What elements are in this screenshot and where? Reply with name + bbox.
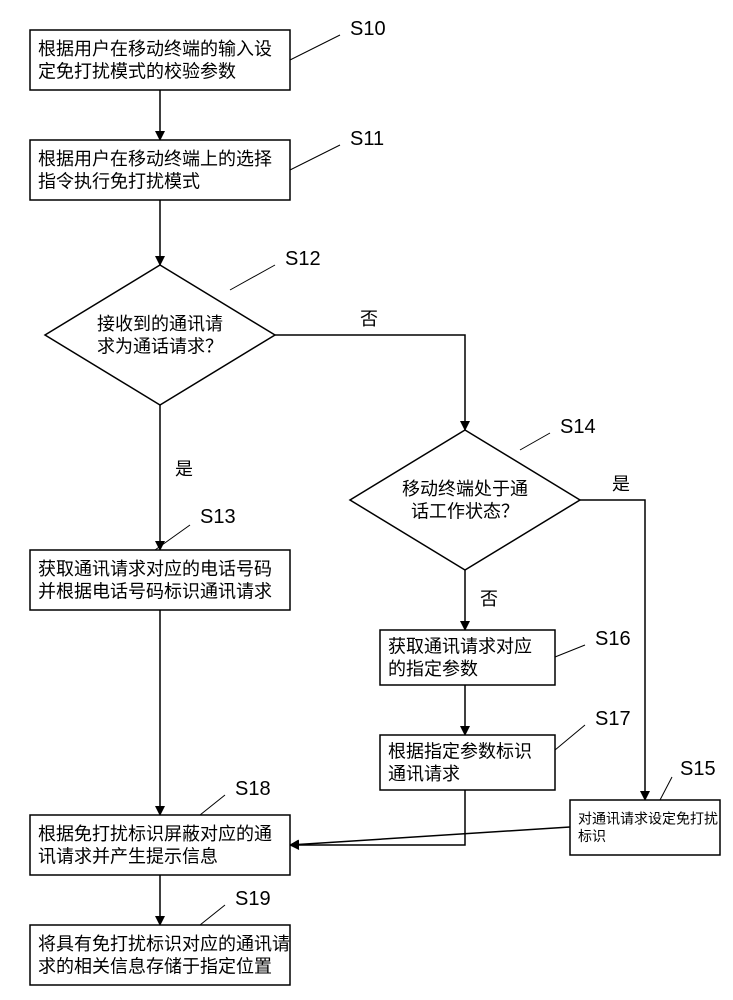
flow-edge (580, 500, 645, 800)
step-label: S15 (680, 758, 716, 780)
flow-edge (290, 827, 570, 845)
edge-label: 否 (480, 589, 498, 609)
node-text: 定免打扰模式的校验参数 (38, 62, 236, 82)
leader-line (660, 777, 672, 800)
node-text: 并根据电话号码标识通讯请求 (38, 582, 272, 602)
node-text: 根据指定参数标识 (388, 742, 532, 762)
node-s11: 根据用户在移动终端上的选择指令执行免打扰模式 S11 (30, 128, 384, 200)
node-text: 对通讯请求设定免打扰 (578, 811, 718, 827)
node-text: 获取通讯请求对应 (388, 637, 532, 657)
step-label: S16 (595, 628, 631, 650)
node-text: 的指定参数 (388, 659, 478, 679)
leader-line (200, 905, 225, 925)
node-text: 将具有免打扰标识对应的通讯请 (38, 934, 290, 954)
leader-line (555, 725, 585, 750)
node-text: 指令执行免打扰模式 (38, 172, 200, 192)
leader-line (555, 645, 585, 657)
edge-label: 否 (360, 309, 378, 329)
flow-edge (290, 790, 465, 845)
leader-line (200, 795, 225, 815)
step-label: S13 (200, 506, 236, 528)
node-text: 通讯请求 (388, 764, 460, 784)
leader-line (230, 265, 275, 290)
node-text: 根据用户在移动终端上的选择 (38, 149, 272, 169)
step-label: S11 (350, 128, 384, 150)
step-label: S18 (235, 778, 271, 800)
step-label: S17 (595, 708, 631, 730)
node-text: 话工作状态？ (411, 502, 519, 522)
node-text: 标识 (578, 828, 606, 844)
edge-label: 是 (175, 459, 193, 479)
edge-label: 是 (612, 474, 630, 494)
node-text: 接收到的通讯请 (97, 314, 223, 334)
node-s16: 获取通讯请求对应的指定参数 S16 (380, 628, 631, 685)
flow-edge (275, 335, 465, 430)
node-s14: 移动终端处于通话工作状态？ S14 (350, 416, 596, 570)
leader-line (290, 145, 340, 170)
step-label: S14 (560, 416, 596, 438)
step-label: S12 (285, 248, 321, 270)
node-text: 求的相关信息存储于指定位置 (38, 957, 272, 977)
leader-line (520, 433, 550, 450)
step-label: S19 (235, 888, 271, 910)
node-text: 根据免打扰标识屏蔽对应的通 (38, 824, 272, 844)
node-s17: 根据指定参数标识通讯请求 S17 (380, 708, 631, 790)
node-text: 求为通话请求？ (97, 337, 223, 357)
leader-line (290, 35, 340, 60)
node-text: 讯请求并产生提示信息 (38, 847, 218, 867)
node-s10: 根据用户在移动终端的输入设定免打扰模式的校验参数 S10 (30, 18, 386, 90)
step-label: S10 (350, 18, 386, 40)
node-text: 移动终端处于通 (402, 479, 528, 499)
node-text: 根据用户在移动终端的输入设 (38, 39, 272, 59)
node-text: 获取通讯请求对应的电话号码 (38, 559, 272, 579)
node-s12: 接收到的通讯请求为通话请求？ S12 (45, 248, 321, 405)
